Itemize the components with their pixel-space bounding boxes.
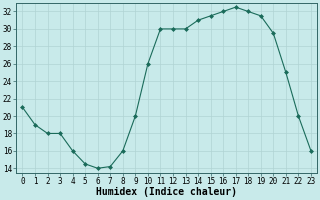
- X-axis label: Humidex (Indice chaleur): Humidex (Indice chaleur): [96, 187, 237, 197]
